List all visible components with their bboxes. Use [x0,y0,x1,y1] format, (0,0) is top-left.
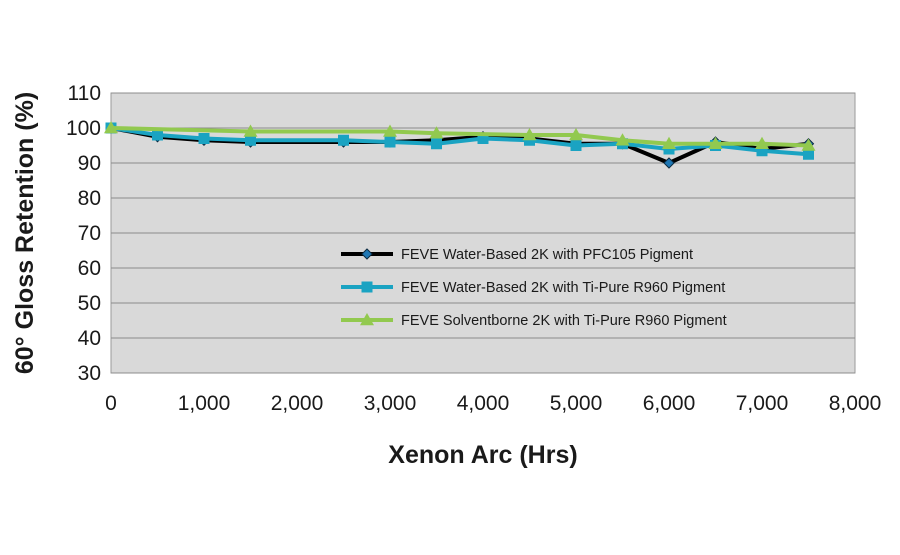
x-tick-label: 4,000 [457,392,510,415]
y-tick-label: 90 [78,152,101,175]
x-tick-label: 0 [105,392,117,415]
y-tick-label: 70 [78,222,101,245]
legend-entry-1: FEVE Water-Based 2K with PFC105 Pigment [341,247,693,263]
x-tick-label: 1,000 [178,392,231,415]
x-tick-label: 5,000 [550,392,603,415]
data-point [198,133,210,144]
y-tick-label: 80 [78,187,101,210]
legend-label: FEVE Water-Based 2K with PFC105 Pigment [401,247,693,263]
x-tick-label: 7,000 [736,392,789,415]
data-point [569,128,583,141]
y-axis-title: 60° Gloss Retention (%) [11,92,39,374]
data-point [429,126,444,139]
data-point [662,136,676,149]
y-tick-label: 100 [66,117,101,140]
legend-marker [361,281,373,293]
x-tick-label: 3,000 [364,392,417,415]
data-point [756,145,768,157]
y-tick-label: 50 [78,292,101,315]
legend-label: FEVE Solventborne 2K with Ti-Pure R960 P… [401,313,727,329]
legend-marker [361,248,373,260]
legend-marker [360,313,374,326]
data-point [755,136,769,149]
y-tick-label: 110 [68,82,101,105]
data-point [384,136,396,148]
data-point [522,128,537,141]
y-tick-label: 30 [78,362,101,385]
legend-entry-3: FEVE Solventborne 2K with Ti-Pure R960 P… [341,313,727,329]
data-point [803,148,814,160]
data-point [570,140,582,151]
data-point [383,124,397,137]
series-3 [104,121,816,151]
data-point [245,134,256,146]
data-point [615,133,630,146]
y-tick-label: 40 [78,327,101,350]
data-point [431,138,442,150]
data-point [663,157,675,169]
data-point [477,133,489,144]
data-point [708,136,723,149]
legend-label: FEVE Water-Based 2K with Ti-Pure R960 Pi… [401,280,725,296]
legend-entry-2: FEVE Water-Based 2K with Ti-Pure R960 Pi… [341,280,725,296]
x-tick-label: 8,000 [829,392,882,415]
x-tick-label: 6,000 [643,392,696,415]
x-axis-title: Xenon Arc (Hrs) [388,441,577,469]
y-tick-label: 60 [78,257,101,280]
data-point [801,138,816,151]
data-point [152,129,163,141]
data-point [243,124,258,137]
data-point [104,121,118,134]
data-point [338,134,349,146]
x-tick-label: 2,000 [271,392,324,415]
